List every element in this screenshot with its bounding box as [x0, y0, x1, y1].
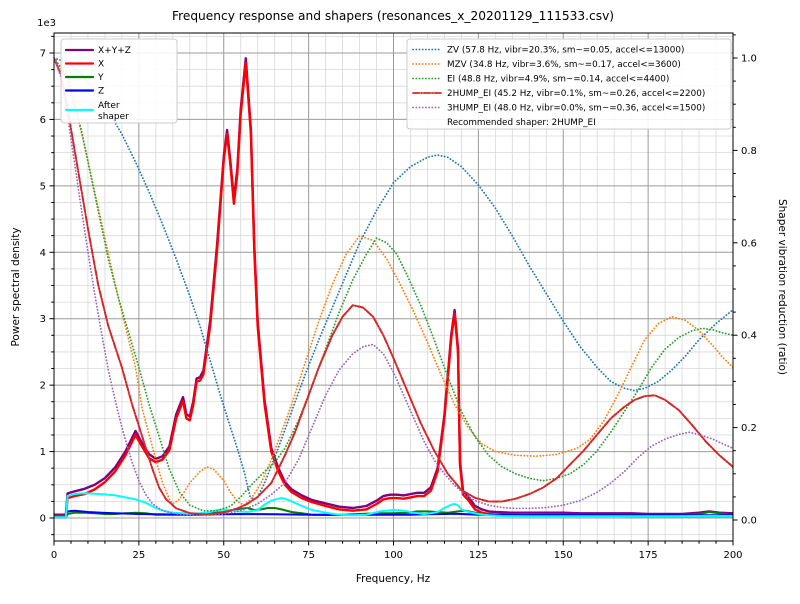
legend-item-label: X+Y+Z	[98, 46, 131, 56]
curve-3hump-ei	[54, 57, 733, 517]
y-left-tick-label: 5	[40, 181, 46, 192]
y-right-tick-label: 0.0	[741, 516, 757, 527]
legend-recommended-note: Recommended shaper: 2HUMP_EI	[447, 118, 596, 128]
x-tick-label: 0	[51, 550, 57, 561]
y-left-tick-label: 6	[40, 115, 46, 126]
x-tick-label: 150	[554, 550, 573, 561]
legend-box	[406, 38, 732, 130]
curve-2hump-ei	[54, 57, 733, 516]
y-left-tick-label: 1	[40, 447, 46, 458]
curve-z	[54, 509, 733, 519]
y-left-tick-label: 2	[40, 381, 46, 392]
y-left-tick-label: 3	[40, 314, 46, 325]
y-right-tick-label: 0.6	[741, 238, 757, 249]
y-right-tick-label: 0.8	[741, 146, 757, 157]
y-right-tick-label: 1.0	[741, 54, 757, 65]
legend-shaper-label: 2HUMP_EI (45.2 Hz, vibr=0.1%, sm~=0.26, …	[447, 89, 705, 99]
legend-shaper-label: EI (48.8 Hz, vibr=4.9%, sm~=0.14, accel<…	[447, 75, 669, 85]
x-axis-label: Frequency, Hz	[356, 573, 431, 585]
curve-x-y-z	[54, 57, 733, 516]
legend-box	[60, 38, 178, 124]
x-tick-label: 100	[384, 550, 403, 561]
legend-shapers: ZV (57.8 Hz, vibr=20.3%, sm~=0.05, accel…	[406, 38, 732, 130]
curves	[54, 57, 733, 519]
legend-shaper-label: MZV (34.8 Hz, vibr=3.6%, sm~=0.17, accel…	[447, 60, 681, 70]
y-left-axis-label: Power spectral density	[10, 227, 22, 346]
legend-item-label: Z	[98, 87, 104, 97]
chart-title: Frequency response and shapers (resonanc…	[172, 9, 614, 23]
curve-zv	[54, 57, 733, 501]
legend-shaper-label: ZV (57.8 Hz, vibr=20.3%, sm~=0.05, accel…	[447, 46, 684, 56]
x-tick-label: 125	[469, 550, 488, 561]
y-right-tick-label: 0.4	[741, 331, 757, 342]
y-left-tick-label: 0	[40, 514, 46, 525]
x-tick-label: 25	[133, 550, 146, 561]
tick-marks	[49, 34, 738, 546]
x-tick-label: 175	[639, 550, 658, 561]
curve-ei	[54, 57, 733, 512]
y-left-tick-label: 7	[40, 48, 46, 59]
y-right-axis-label: Shaper vibration reduction (ratio)	[776, 199, 788, 375]
x-tick-label: 50	[217, 550, 230, 561]
legend-item-label: shaper	[98, 112, 129, 122]
x-tick-label: 75	[302, 550, 315, 561]
tick-labels: 0 25 50 75 100 125 150 175 200 0 1 2 3 4 5 6 7 0.0 0.2 0.4 0…	[40, 48, 757, 561]
legend-item-label: Y	[97, 73, 104, 83]
x-tick-label: 200	[723, 550, 742, 561]
y-axis-offset-label: 1e3	[37, 18, 56, 29]
legend-shaper-label: 3HUMP_EI (48.0 Hz, vibr=0.0%, sm~=0.36, …	[447, 104, 705, 114]
y-left-tick-label: 4	[40, 248, 46, 259]
legend-item-label: After	[98, 101, 120, 111]
curve-after-shaper	[54, 492, 733, 519]
legend-item-label: X	[98, 60, 104, 70]
y-right-tick-label: 0.2	[741, 423, 757, 434]
